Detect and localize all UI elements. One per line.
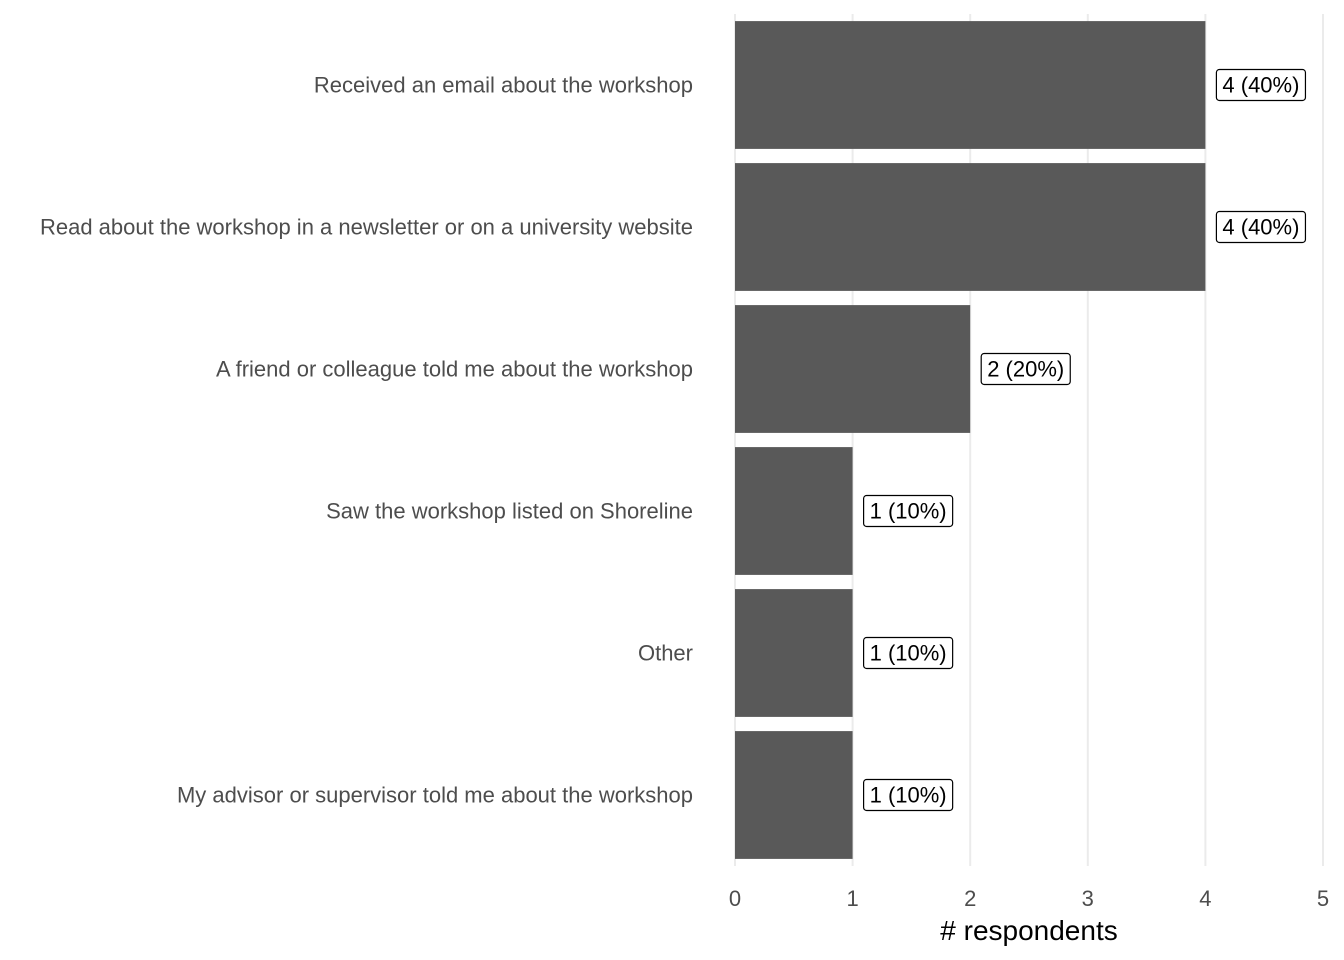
x-tick-label-1: 1: [846, 886, 858, 911]
bar-2: [735, 305, 971, 433]
data-label-text-1: 4 (40%): [1222, 215, 1299, 240]
gridlines: [734, 14, 1324, 866]
data-label-text-5: 1 (10%): [870, 783, 947, 808]
data-label-box-2: [980, 352, 1071, 386]
data-label-box-3: [862, 494, 954, 528]
data-label-box-0: [1215, 68, 1307, 102]
data-label-box-5: [862, 778, 954, 812]
category-labels: Received an email about the workshop Read…: [40, 73, 693, 808]
category-label-5: My advisor or supervisor told me about t…: [177, 783, 693, 808]
data-labels: 4 (40%) 4 (40%) 2 (20%) 1 (10%) 1 (10%) 1 (10…: [862, 68, 1307, 812]
x-axis-ticks: 0 1 2 3 4 5: [729, 886, 1329, 911]
data-label-text-0: 4 (40%): [1222, 73, 1299, 98]
category-label-0: Received an email about the workshop: [314, 73, 693, 98]
x-axis-title: # respondents: [940, 915, 1117, 946]
bar-0: [735, 21, 1206, 149]
category-label-2: A friend or colleague told me about the …: [216, 357, 693, 382]
data-label-box-1: [1215, 210, 1307, 244]
category-label-3: Saw the workshop listed on Shoreline: [326, 499, 693, 524]
bar-4: [735, 589, 853, 717]
data-label-0: 4 (40%): [1215, 68, 1307, 102]
x-tick-label-4: 4: [1199, 886, 1211, 911]
bars: [735, 21, 1206, 859]
data-label-5: 1 (10%): [862, 778, 954, 812]
data-label-text-3: 1 (10%): [870, 499, 947, 524]
bar-3: [735, 447, 853, 575]
data-label-2: 2 (20%): [980, 352, 1071, 386]
x-tick-label-2: 2: [964, 886, 976, 911]
x-tick-label-3: 3: [1082, 886, 1094, 911]
data-label-text-4: 1 (10%): [870, 641, 947, 666]
x-tick-label-5: 5: [1317, 886, 1329, 911]
data-label-box-4: [862, 636, 954, 670]
category-label-1: Read about the workshop in a newsletter …: [40, 215, 693, 240]
data-label-text-2: 2 (20%): [987, 357, 1064, 382]
bar-5: [735, 731, 853, 859]
data-label-3: 1 (10%): [862, 494, 954, 528]
data-label-4: 1 (10%): [862, 636, 954, 670]
x-tick-label-0: 0: [729, 886, 741, 911]
data-label-1: 4 (40%): [1215, 210, 1307, 244]
bar-1: [735, 163, 1206, 291]
category-label-4: Other: [638, 641, 693, 666]
